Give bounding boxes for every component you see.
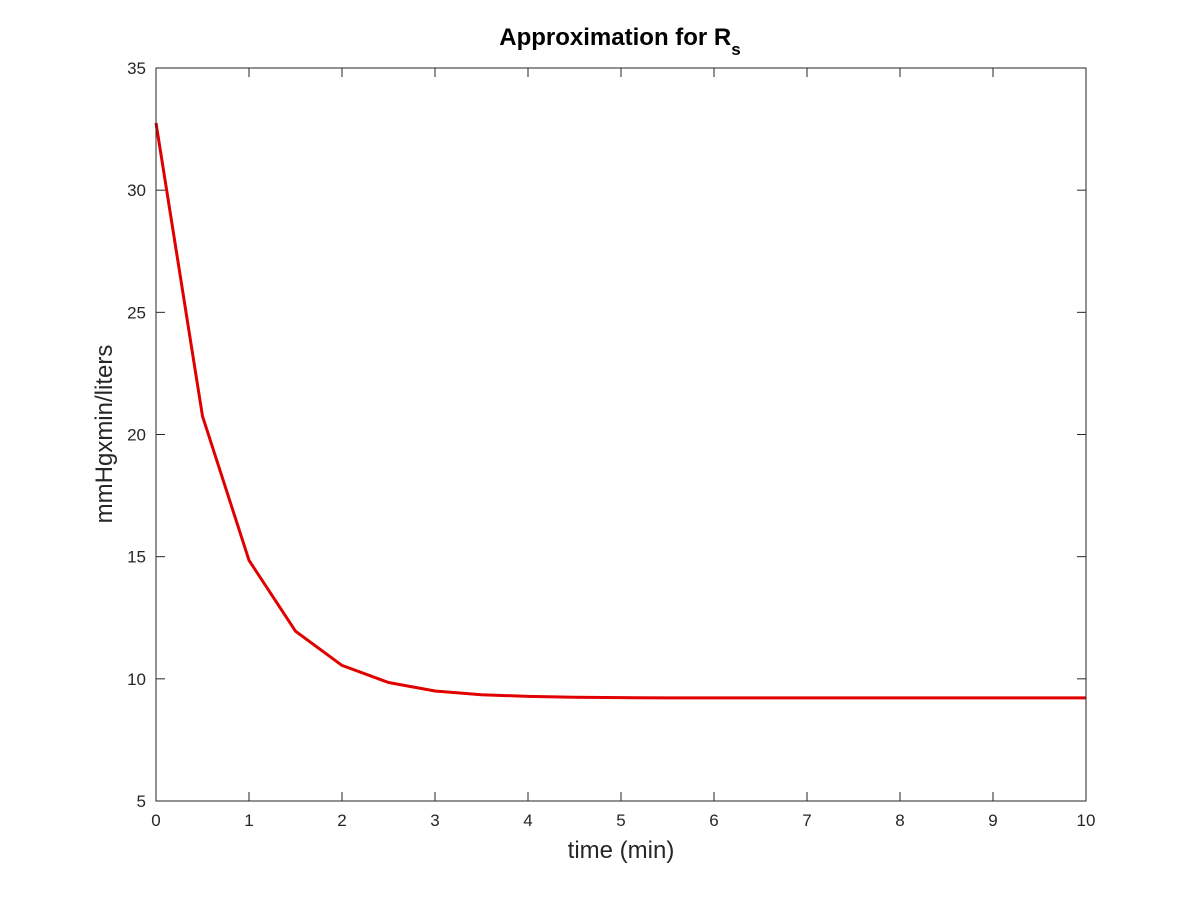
x-tick-label: 9 [988, 811, 997, 830]
x-tick-label: 3 [430, 811, 439, 830]
y-tick-label: 20 [127, 426, 146, 445]
y-tick-label: 30 [127, 181, 146, 200]
chart-title-main: Approximation for R [499, 24, 731, 51]
x-axis-title: time (min) [568, 837, 675, 864]
x-tick-label: 4 [523, 811, 532, 830]
x-tick-label: 0 [151, 811, 160, 830]
x-tick-label: 2 [337, 811, 346, 830]
x-tick-label: 8 [895, 811, 904, 830]
y-tick-label: 15 [127, 548, 146, 567]
y-tick-label: 35 [127, 59, 146, 78]
y-axis-title: mmHgxmin/liters [91, 345, 118, 524]
x-tick-label: 10 [1077, 811, 1096, 830]
series-line [154, 122, 1086, 700]
x-tick-label: 1 [244, 811, 253, 830]
y-tick-label: 5 [137, 792, 146, 811]
y-axis-ticks: 5 10 15 20 25 30 35 [127, 59, 1086, 811]
y-tick-label: 10 [127, 670, 146, 689]
chart-title-subscript: s [731, 40, 740, 59]
chart-title: Approximation for Rs [499, 24, 740, 59]
x-tick-label: 5 [616, 811, 625, 830]
x-axis-ticks: 0 1 2 3 4 5 6 7 8 9 10 [151, 68, 1095, 830]
plot-area-frame [155, 67, 1087, 802]
x-tick-label: 6 [709, 811, 718, 830]
series-layer [154, 122, 1086, 700]
y-tick-label: 25 [127, 303, 146, 322]
x-tick-label: 7 [802, 811, 811, 830]
